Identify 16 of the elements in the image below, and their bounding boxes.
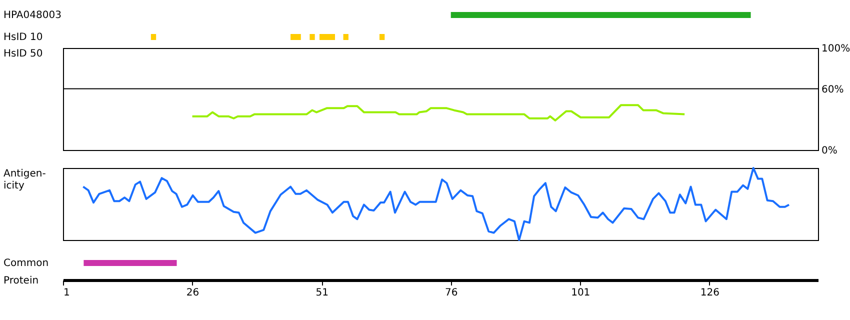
x-tick-label: 126 bbox=[700, 288, 720, 298]
y-tick-label: HPA048003 bbox=[4, 10, 62, 21]
x-tick-label: 1 bbox=[64, 288, 70, 298]
y-tick-label: HsID 10 bbox=[4, 32, 43, 43]
y-tick-label: Common bbox=[4, 258, 49, 269]
y-tick-label: 100% bbox=[822, 44, 850, 54]
y-tick-label: 0% bbox=[822, 146, 838, 156]
x-tick-label: 26 bbox=[186, 288, 200, 298]
y-axis-title: Antigen-icity bbox=[4, 168, 46, 192]
x-tick-label: 101 bbox=[571, 288, 590, 298]
line-series bbox=[191, 104, 686, 122]
x-axis-title: Protein bbox=[4, 276, 39, 286]
x-tick-label: 51 bbox=[316, 288, 328, 298]
y-tick-label: 60% bbox=[822, 84, 844, 96]
x-tick-label: 76 bbox=[444, 288, 458, 298]
y-axis-title: HsID 50 bbox=[4, 48, 43, 60]
